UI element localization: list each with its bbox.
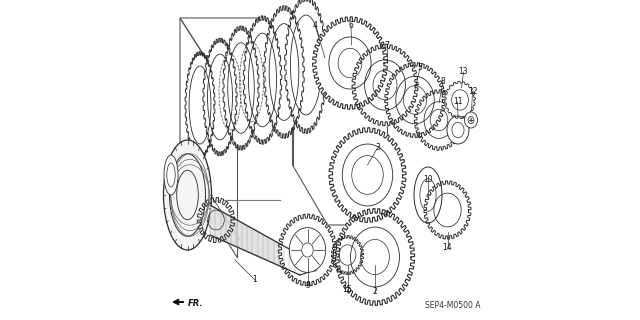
Text: 13: 13 <box>459 68 468 76</box>
Text: 6: 6 <box>349 20 353 29</box>
Ellipse shape <box>244 20 280 140</box>
Text: 11: 11 <box>452 98 462 107</box>
Polygon shape <box>312 17 387 109</box>
Polygon shape <box>300 255 315 275</box>
Polygon shape <box>445 81 476 119</box>
Ellipse shape <box>186 55 214 155</box>
Ellipse shape <box>289 228 326 272</box>
Ellipse shape <box>163 140 211 250</box>
Ellipse shape <box>204 42 236 152</box>
Text: 2: 2 <box>372 287 378 297</box>
Text: 14: 14 <box>443 244 452 252</box>
Text: 1: 1 <box>253 276 257 284</box>
Polygon shape <box>424 181 471 239</box>
Text: 10: 10 <box>423 175 433 185</box>
Polygon shape <box>385 63 445 137</box>
Ellipse shape <box>302 243 313 257</box>
Text: 3: 3 <box>375 143 380 153</box>
Ellipse shape <box>465 112 477 128</box>
Polygon shape <box>197 197 235 243</box>
Text: 8: 8 <box>440 77 445 86</box>
Ellipse shape <box>164 155 178 195</box>
Text: 9: 9 <box>305 281 310 290</box>
Polygon shape <box>414 90 463 150</box>
Ellipse shape <box>313 263 317 271</box>
Polygon shape <box>335 209 415 305</box>
Ellipse shape <box>286 1 326 129</box>
Ellipse shape <box>224 30 258 146</box>
Ellipse shape <box>447 116 469 144</box>
Text: SEP4-M0500 A: SEP4-M0500 A <box>425 300 481 309</box>
Text: 4: 4 <box>312 20 317 29</box>
Text: 12: 12 <box>468 87 477 97</box>
Polygon shape <box>332 236 364 275</box>
Text: 7: 7 <box>384 41 389 50</box>
Text: 15: 15 <box>342 285 352 294</box>
Ellipse shape <box>265 10 303 134</box>
Text: FR.: FR. <box>188 299 204 308</box>
Polygon shape <box>329 128 406 222</box>
Polygon shape <box>278 214 337 286</box>
Text: 5: 5 <box>417 63 422 73</box>
Ellipse shape <box>414 167 442 223</box>
Polygon shape <box>352 44 418 126</box>
